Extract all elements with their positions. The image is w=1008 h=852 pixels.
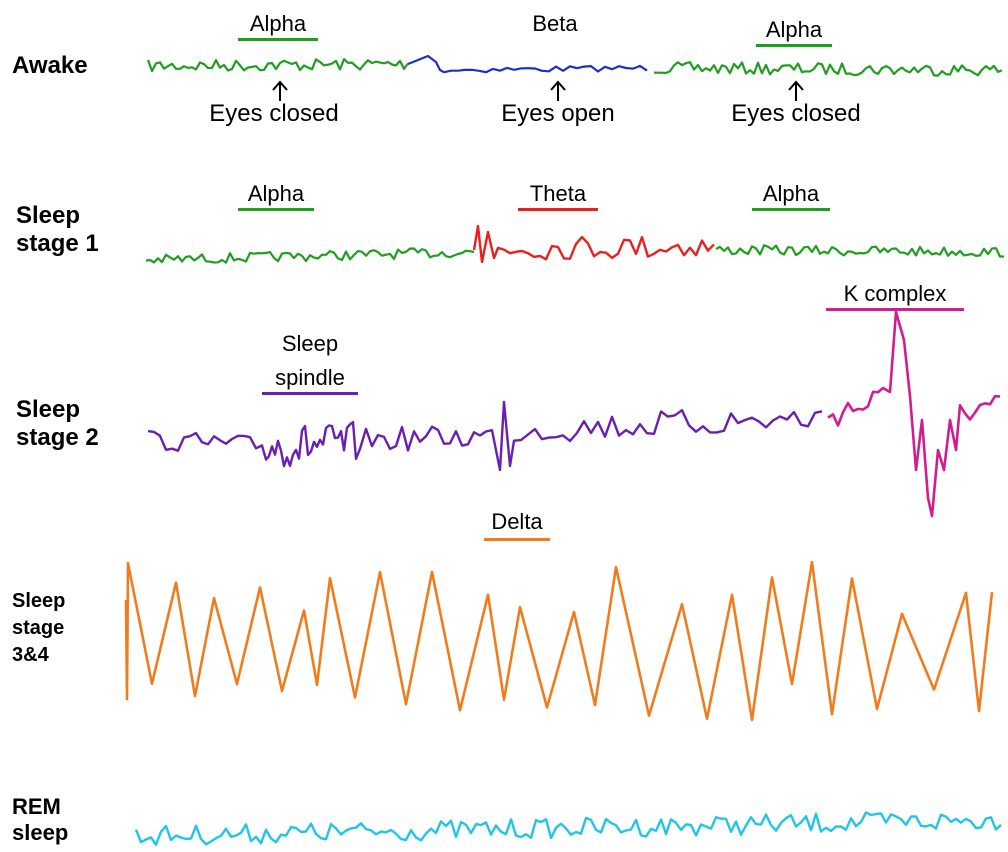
stage1-theta-underline — [518, 208, 598, 211]
awake-alpha-label-1: Alpha — [249, 11, 307, 36]
awake-beta-wave — [407, 54, 648, 74]
awake-alpha-wave-2 — [653, 61, 1003, 77]
sleep-spindle-underline — [262, 392, 358, 395]
stage1-alpha-wave-2 — [715, 244, 1004, 258]
awake-label: Awake — [12, 52, 88, 79]
stage1-theta-wave — [472, 224, 715, 264]
row-label-awake: Awake — [12, 52, 88, 80]
k-complex-wave — [827, 310, 1001, 518]
arrow-up-icon — [550, 80, 566, 101]
row-label-stage2: Sleep stage 2 — [16, 396, 99, 453]
awake-alpha-underline-1 — [238, 38, 318, 41]
stage1-theta-label: Theta — [529, 181, 587, 206]
stage1-label-line2: stage 1 — [16, 230, 99, 258]
rem-wave — [134, 811, 1002, 846]
awake-alpha-underline-2 — [756, 44, 832, 47]
row-label-stage34: Sleep stage 3&4 — [12, 588, 65, 669]
sleep-spindle-label-line2: spindle — [275, 365, 345, 390]
stage2-wave — [147, 400, 823, 472]
stage1-label-line1: Sleep — [16, 202, 81, 229]
eyes-open-note: Eyes open — [501, 100, 615, 127]
k-complex-underline — [826, 308, 964, 311]
stage34-label-line3: 3&4 — [12, 644, 49, 666]
stage2-label-line1: Sleep — [16, 396, 81, 423]
rem-label-line2: sleep — [12, 820, 69, 846]
stage34-label-line2: stage — [12, 617, 65, 639]
k-complex-label: K complex — [843, 281, 947, 306]
sleep-spindle-label-line1: Sleep — [281, 331, 339, 356]
stage1-alpha-underline-1 — [238, 208, 314, 211]
awake-beta-label: Beta — [532, 11, 578, 36]
awake-alpha-wave-1 — [146, 58, 409, 73]
arrow-up-icon — [272, 80, 288, 101]
stage1-alpha-wave-1 — [145, 247, 475, 264]
delta-wave — [124, 560, 994, 722]
delta-label: Delta — [491, 509, 543, 534]
stage1-alpha-label-2: Alpha — [762, 181, 820, 206]
eyes-closed-note-1: Eyes closed — [209, 100, 339, 127]
awake-alpha-label-2: Alpha — [765, 17, 823, 42]
row-label-rem: REM sleep — [12, 794, 68, 847]
stage2-label-line2: stage 2 — [16, 424, 99, 452]
stage1-alpha-underline-2 — [752, 208, 830, 211]
stage1-alpha-label-1: Alpha — [247, 181, 305, 206]
row-label-stage1: Sleep stage 1 — [16, 202, 99, 259]
rem-label-line1: REM — [12, 794, 61, 819]
stage34-label-line1: Sleep — [12, 590, 66, 612]
delta-underline — [484, 538, 550, 541]
arrow-up-icon — [788, 80, 804, 101]
eyes-closed-note-2: Eyes closed — [731, 100, 861, 127]
